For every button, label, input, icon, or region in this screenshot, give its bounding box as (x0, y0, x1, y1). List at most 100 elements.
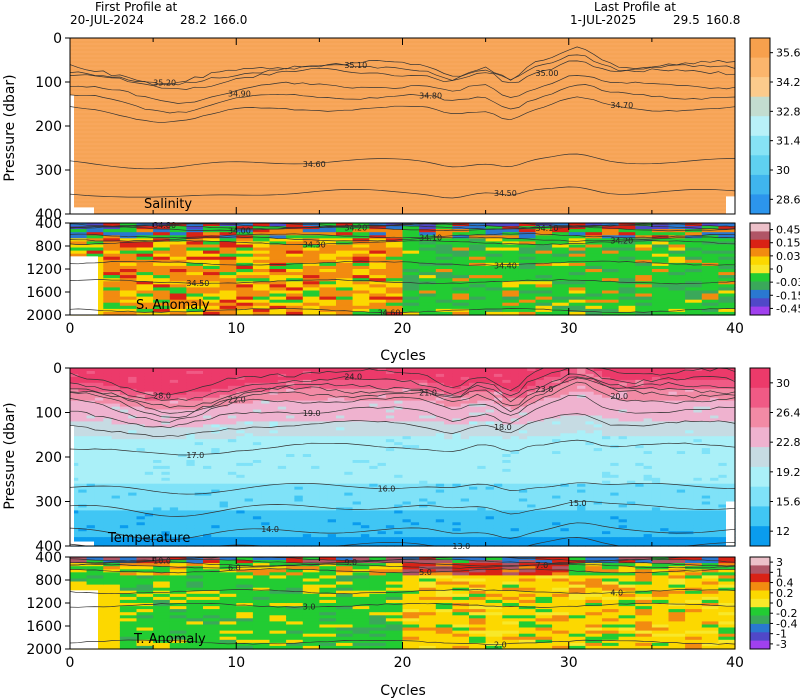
heat-cell (552, 281, 570, 285)
heat-cell (377, 483, 387, 488)
heat-cell (261, 489, 271, 494)
heat-cell (527, 418, 537, 422)
heat-cell (178, 368, 187, 372)
heat-cell (311, 421, 320, 425)
heat-cell (469, 226, 487, 230)
heat-cell (94, 477, 104, 482)
heat-cell (435, 439, 445, 443)
heat-cell (352, 468, 362, 473)
heat-cell (211, 460, 221, 464)
heat-cell (128, 525, 138, 529)
heat-cell (502, 480, 512, 485)
heat-cell (510, 448, 520, 452)
heat-cell (94, 507, 104, 511)
heat-cell (236, 256, 254, 261)
heat-cell (435, 427, 445, 431)
heat-cell (543, 501, 553, 506)
heat-cell (469, 477, 478, 482)
heat-cell (319, 302, 337, 307)
heat-cell (236, 388, 246, 393)
heat-cell (518, 265, 537, 270)
heat-cell (302, 519, 312, 523)
heat-cell (336, 256, 354, 261)
heat-cell (136, 262, 154, 267)
heat-cell (311, 534, 320, 538)
heat-cell (302, 400, 312, 405)
heat-cell (435, 507, 445, 511)
heat-cell (435, 256, 453, 261)
heat-cell (252, 265, 271, 270)
heat-cell (510, 522, 520, 526)
heat-cell (211, 439, 221, 443)
heat-cell (327, 439, 337, 443)
heat-cell (510, 376, 520, 381)
heat-cell (477, 540, 487, 544)
heat-cell (144, 373, 154, 378)
heat-cell (527, 433, 537, 437)
heat-cell (244, 445, 254, 449)
heat-cell (585, 238, 603, 242)
heat-cell (552, 528, 561, 532)
heat-cell (518, 293, 537, 298)
heat-cell (385, 433, 395, 437)
heat-cell (444, 388, 453, 393)
heat-cell (286, 235, 304, 239)
heat-cell (186, 421, 196, 425)
heat-cell (119, 223, 138, 227)
heat-cell (261, 507, 271, 511)
heat-cell (527, 457, 537, 461)
heat-cell (302, 543, 312, 547)
heat-cell (136, 418, 146, 422)
heat-cell (651, 235, 670, 239)
heat-cell (119, 250, 138, 255)
heat-cell (178, 498, 187, 503)
heat-cell (227, 465, 237, 470)
heat-cell (70, 462, 79, 467)
heat-cell (144, 415, 154, 420)
heat-cell (410, 445, 420, 449)
heat-cell (543, 368, 553, 372)
heat-cell (344, 510, 354, 514)
heat-cell (153, 421, 162, 425)
heat-cell (186, 445, 196, 449)
heat-cell (70, 534, 79, 538)
heat-cell (477, 528, 487, 532)
heat-cell (585, 299, 603, 304)
heat-cell (261, 394, 271, 399)
heat-cell (336, 427, 345, 431)
heat-cell (103, 241, 121, 246)
heat-cell (136, 368, 146, 372)
heat-cell (394, 368, 404, 372)
heat-cell (169, 483, 179, 488)
heat-cell (94, 385, 104, 390)
heat-cell (518, 534, 528, 538)
heat-cell (402, 427, 412, 431)
heat-cell (510, 537, 520, 541)
heat-cell (444, 373, 453, 378)
heat-cell (336, 439, 345, 443)
heat-cell (269, 241, 287, 246)
heat-cell (136, 480, 146, 485)
heat-cell (169, 457, 179, 461)
heat-cell (286, 507, 295, 511)
heat-cell (244, 528, 254, 532)
heat-cell (211, 480, 221, 485)
heat-cell (410, 397, 420, 402)
heat-cell (427, 457, 437, 461)
heat-cell (219, 299, 237, 304)
heat-cell (286, 223, 304, 227)
heat-cell (261, 442, 271, 446)
heat-cell (319, 483, 329, 488)
heat-cell (552, 498, 561, 503)
heat-cell (153, 244, 171, 249)
heat-cell (485, 293, 503, 298)
heat-cell (460, 474, 470, 479)
heat-cell (535, 229, 553, 233)
heat-cell (103, 397, 113, 402)
colorbar-tick-label: 31.4 (776, 135, 800, 148)
heat-cell (119, 427, 129, 431)
heat-cell (178, 436, 187, 440)
heat-cell (385, 480, 395, 485)
heat-cell (668, 278, 686, 282)
heat-cell (336, 480, 345, 485)
